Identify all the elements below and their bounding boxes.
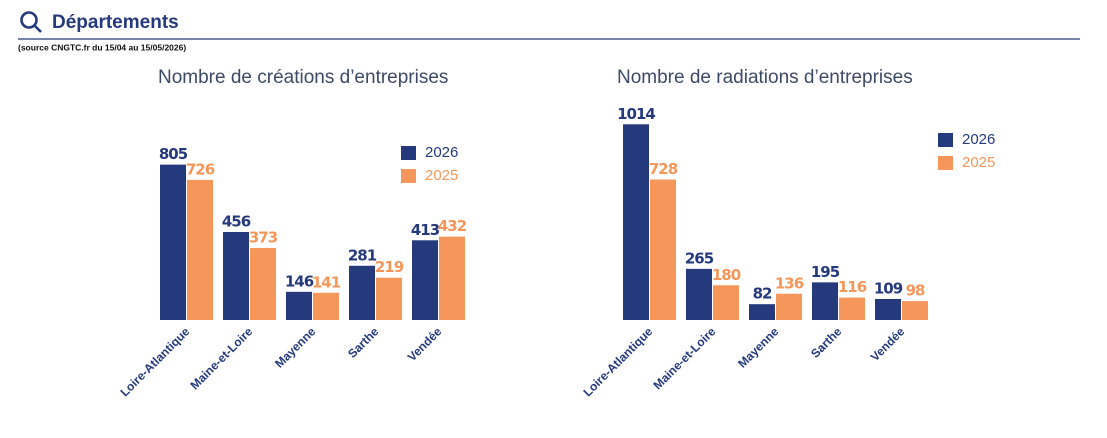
bar <box>749 304 775 320</box>
value-label: 98 <box>906 282 925 300</box>
legend-swatch <box>938 133 953 147</box>
page-title: Départements <box>52 12 179 33</box>
bar <box>776 293 802 320</box>
value-label: 116 <box>838 278 867 296</box>
bar <box>839 297 865 320</box>
bar <box>250 248 276 320</box>
value-label: 805 <box>159 145 188 163</box>
x-tick-label: Loire-Atlantique <box>117 324 192 399</box>
bar <box>349 265 375 320</box>
bar <box>187 179 213 320</box>
value-label: 728 <box>649 160 678 178</box>
legend-swatch <box>401 146 416 160</box>
legend-label: 2026 <box>425 144 458 161</box>
value-label: 109 <box>874 279 903 297</box>
bar <box>875 298 901 320</box>
x-tick-label: Vendée <box>405 324 445 364</box>
x-tick-label: Maine-et-Loire <box>187 324 255 392</box>
value-label: 136 <box>775 274 804 292</box>
x-tick-label: Loire-Atlantique <box>580 324 655 399</box>
x-tick-label: Mayenne <box>735 324 781 370</box>
value-label: 146 <box>285 272 314 290</box>
search-icon <box>20 11 42 33</box>
value-label: 413 <box>411 221 440 239</box>
bar <box>439 236 465 320</box>
bar <box>376 277 402 320</box>
bar <box>623 124 649 320</box>
value-label: 265 <box>685 249 714 267</box>
value-label: 82 <box>753 285 772 303</box>
legend-label: 2025 <box>962 154 995 171</box>
chart-title: Nombre de radiations d’entreprises <box>617 67 913 88</box>
value-label: 432 <box>438 217 467 235</box>
value-label: 180 <box>712 266 741 284</box>
x-tick-label: Vendée <box>868 324 908 364</box>
value-label: 281 <box>348 246 377 264</box>
bar <box>713 285 739 320</box>
bar <box>223 231 249 320</box>
x-tick-label: Maine-et-Loire <box>650 324 718 392</box>
bar <box>686 268 712 320</box>
value-label: 195 <box>811 263 840 281</box>
value-label: 726 <box>186 160 215 178</box>
legend-label: 2026 <box>962 131 995 148</box>
legend-swatch <box>938 156 953 170</box>
bar <box>902 301 928 320</box>
legend-label: 2025 <box>425 167 458 184</box>
value-label: 1014 <box>617 105 655 123</box>
x-tick-label: Sarthe <box>345 324 382 361</box>
bar <box>412 240 438 320</box>
bar <box>286 291 312 320</box>
value-label: 373 <box>249 229 278 247</box>
source-note: (source CNGTC.fr du 15/04 au 15/05/2026) <box>18 42 186 52</box>
chart-title: Nombre de créations d’entreprises <box>158 67 448 88</box>
value-label: 141 <box>312 273 341 291</box>
x-tick-label: Sarthe <box>808 324 845 361</box>
bar <box>313 292 339 320</box>
value-label: 456 <box>222 212 251 230</box>
x-tick-label: Mayenne <box>272 324 318 370</box>
bar <box>160 164 186 320</box>
value-label: 219 <box>375 258 404 276</box>
bar <box>650 179 676 320</box>
legend-swatch <box>401 169 416 183</box>
bar <box>812 282 838 320</box>
